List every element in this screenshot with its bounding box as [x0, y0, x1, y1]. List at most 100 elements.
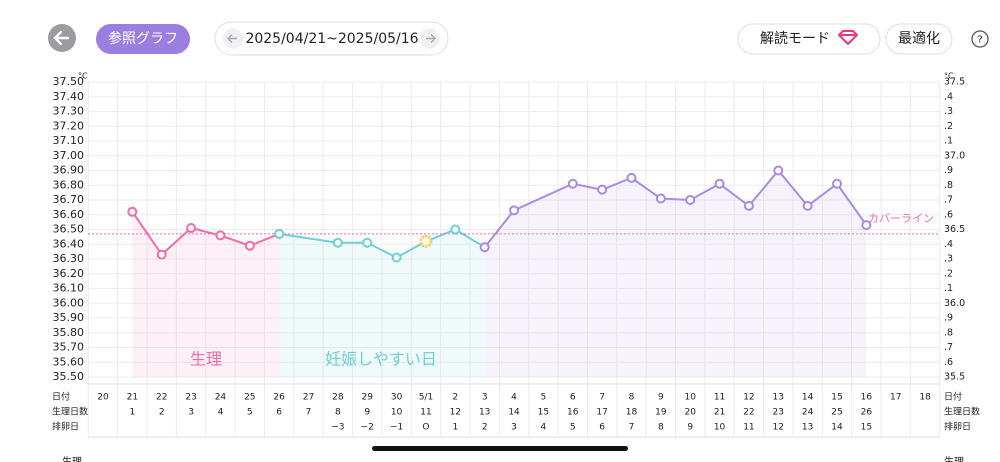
date-label: 21 — [127, 393, 138, 403]
y-tick-label: 37.10 — [53, 134, 85, 147]
temperature-point — [626, 172, 637, 183]
temperature-point — [391, 252, 402, 263]
y2-tick-label: 36.0 — [944, 298, 965, 309]
ovulation-day: 14 — [831, 423, 843, 433]
y2-tick-label: .9 — [944, 165, 953, 176]
cycle-day: 8 — [335, 408, 341, 418]
y2-tick-label: .8 — [944, 180, 953, 191]
y2-tick-label: .8 — [944, 327, 953, 338]
date-label: 5/1 — [419, 393, 433, 403]
cycle-day: 9 — [364, 408, 370, 418]
ovulation-day: 4 — [541, 423, 547, 433]
temperature-point — [479, 242, 490, 253]
optimize-label: 最適化 — [898, 30, 940, 47]
diamond-icon — [838, 30, 858, 45]
date-label: 29 — [362, 393, 374, 403]
cover-line-label: カバーライン — [868, 212, 934, 225]
reference-graph-label: 参照グラフ — [108, 30, 178, 47]
cycle-day: 10 — [391, 408, 403, 418]
help-button[interactable] — [971, 30, 989, 48]
temperature-point — [274, 228, 285, 239]
y2-tick-label: .1 — [944, 136, 953, 147]
temperature-point — [685, 195, 696, 205]
y2-tick-label: .9 — [944, 313, 953, 324]
date-range: 2025/04/21~2025/05/16 — [245, 31, 418, 47]
date-label: 12 — [743, 393, 754, 403]
temperature-point — [714, 178, 725, 189]
date-label: 11 — [714, 393, 725, 403]
ovulation-day: 2 — [482, 423, 488, 433]
temperature-point — [186, 223, 197, 234]
y2-tick-label: .2 — [944, 121, 953, 132]
reference-graph-button[interactable] — [96, 24, 190, 54]
y2-tick-label: .1 — [944, 283, 953, 294]
y-tick-label: 35.60 — [53, 355, 85, 368]
date-label: 4 — [511, 393, 517, 403]
date-label: 26 — [273, 393, 285, 403]
cycle-day: 17 — [596, 408, 607, 418]
date-label: 20 — [97, 393, 109, 403]
phase-label: 生理 — [190, 350, 222, 369]
cycle-day: 4 — [218, 408, 224, 418]
y-unit: °C — [78, 72, 88, 81]
y-tick-label: 36.60 — [53, 208, 85, 221]
cycle-day: 22 — [743, 408, 754, 418]
y-tick-label: 35.70 — [53, 341, 85, 354]
optimize-button[interactable] — [885, 23, 953, 55]
date-label: 30 — [391, 393, 403, 403]
cycle-day: 12 — [450, 408, 461, 418]
y-tick-label: 36.50 — [53, 223, 85, 236]
temperature-point — [743, 200, 754, 211]
date-label: 22 — [156, 393, 167, 403]
cycle-day: 16 — [567, 408, 579, 418]
row-label: 排卵日 — [52, 421, 79, 433]
cycle-day: 3 — [188, 408, 194, 418]
date-label: 9 — [658, 393, 664, 403]
y-tick-label: 36.10 — [53, 282, 85, 295]
temperature-point — [215, 230, 226, 241]
phase-area — [132, 211, 280, 377]
y2-tick-label: 37.5 — [944, 77, 965, 88]
y-tick-label: 36.20 — [53, 267, 85, 280]
ovulation-day: O — [422, 423, 429, 433]
y2-unit: °C — [944, 72, 954, 81]
date-label: 6 — [570, 393, 576, 403]
date-label: 25 — [244, 393, 255, 403]
row-label: 生理日数 — [52, 406, 88, 418]
y2-tick-label: .6 — [944, 209, 953, 220]
row-label: 日付 — [52, 392, 70, 403]
temperature-point — [861, 220, 872, 231]
date-label: 23 — [185, 393, 196, 403]
date-label: 27 — [303, 393, 314, 403]
ovulation-day: −2 — [361, 423, 374, 433]
y-tick-label: 35.90 — [53, 311, 85, 324]
ovulation-day: 13 — [802, 423, 813, 433]
y-tick-label: 37.30 — [53, 105, 85, 118]
ovulation-day: 10 — [714, 423, 726, 433]
temperature-point — [597, 184, 608, 195]
y2-tick-label: .3 — [944, 106, 953, 117]
y2-tick-label: 36.5 — [944, 224, 965, 235]
ovulation-marker — [419, 234, 433, 248]
date-label: 7 — [599, 393, 605, 403]
section-label: 生理 — [944, 455, 964, 462]
temperature-point — [832, 178, 842, 189]
ovulation-day: 12 — [773, 423, 784, 433]
y-tick-label: 36.30 — [53, 252, 85, 265]
decode-mode-label: 解読モード — [760, 30, 830, 47]
row-label: 排卵日 — [944, 421, 971, 433]
cycle-day: 21 — [714, 408, 725, 418]
ovulation-day: −1 — [390, 423, 403, 433]
cycle-day: 25 — [831, 408, 842, 418]
date-label: 16 — [861, 393, 873, 403]
home-indicator — [372, 446, 628, 451]
ovulation-day: 9 — [687, 423, 693, 433]
temperature-point — [244, 240, 255, 251]
cycle-day: 19 — [655, 408, 667, 418]
ovulation-day: 8 — [658, 423, 664, 433]
cycle-day: 14 — [508, 408, 520, 418]
date-range-pill — [214, 21, 449, 56]
y-tick-label: 36.80 — [53, 178, 85, 191]
